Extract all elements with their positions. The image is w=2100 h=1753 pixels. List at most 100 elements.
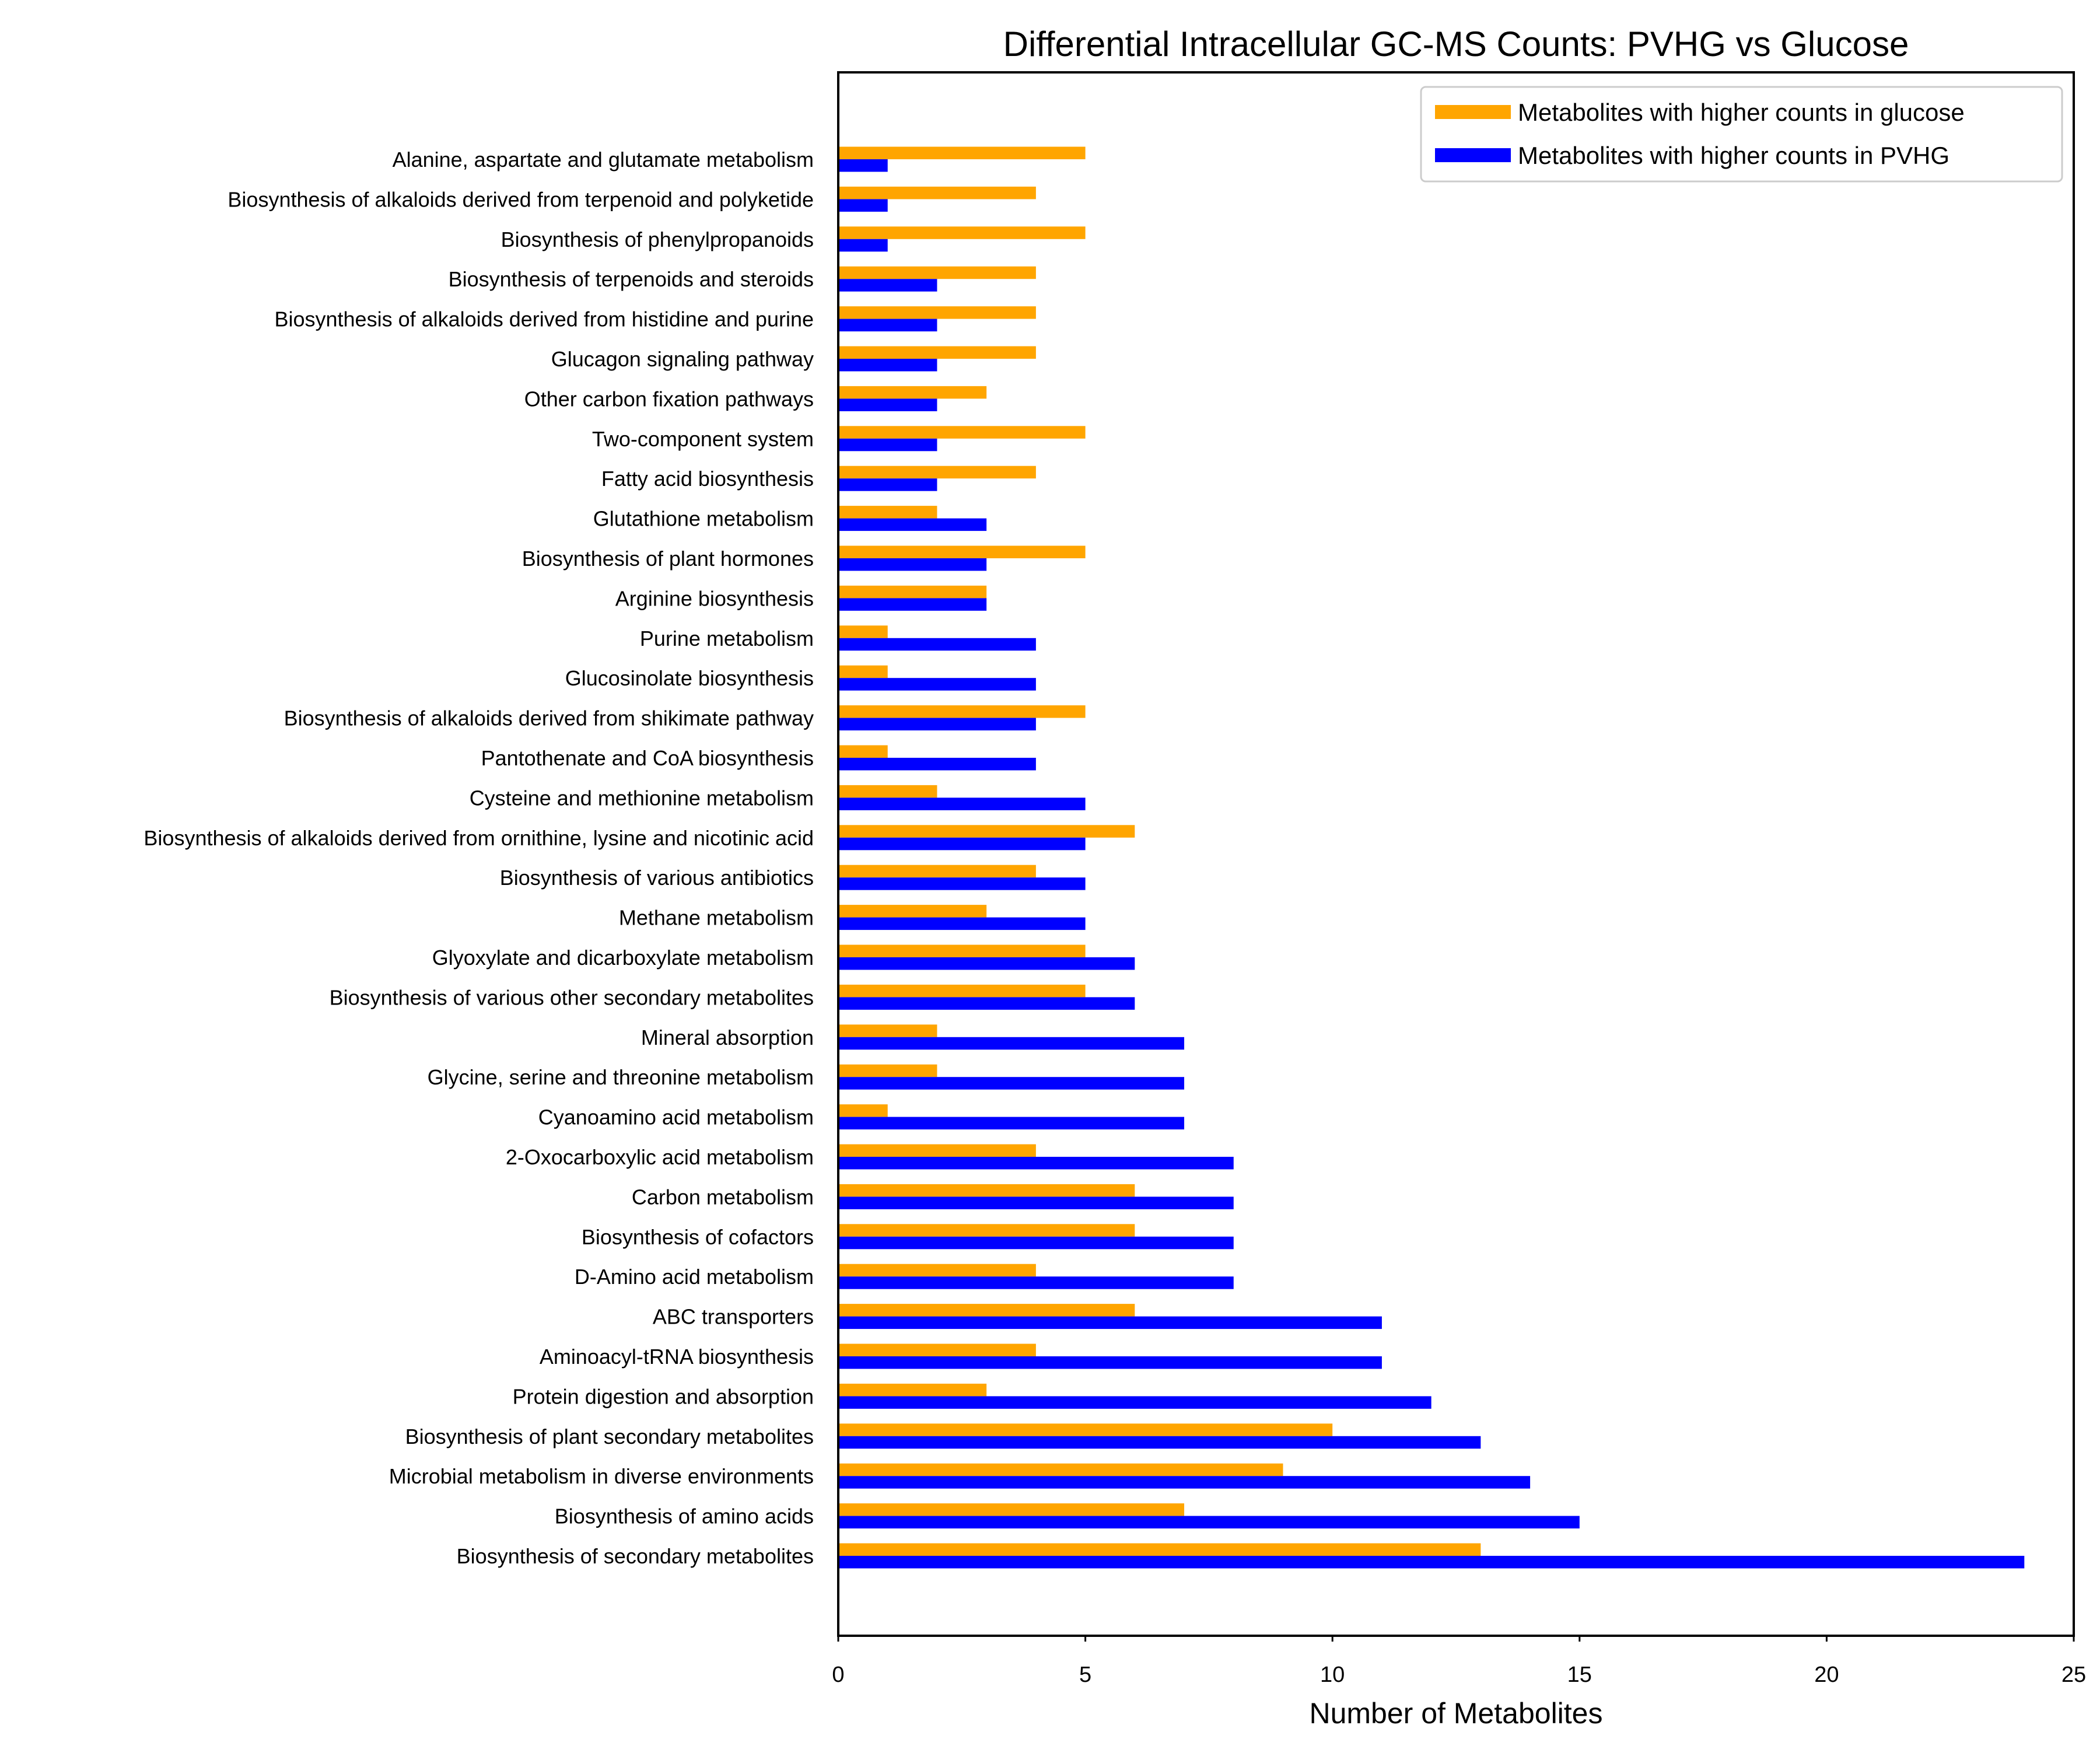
bar-pvhg bbox=[838, 438, 937, 452]
bar-glucose bbox=[838, 545, 1086, 558]
bar-glucose bbox=[838, 226, 1086, 239]
x-tick-label: 0 bbox=[832, 1663, 844, 1687]
y-tick-label: Purine metabolism bbox=[640, 627, 814, 650]
bar-pvhg bbox=[838, 1276, 1234, 1289]
y-tick-label: Biosynthesis of cofactors bbox=[582, 1225, 814, 1249]
y-tick-label: Glycine, serine and threonine metabolism bbox=[428, 1065, 814, 1089]
x-tick-label: 15 bbox=[1567, 1663, 1592, 1687]
y-tick-label: Biosynthesis of terpenoids and steroids bbox=[449, 267, 814, 291]
bar-pvhg bbox=[838, 478, 937, 491]
bar-pvhg bbox=[838, 1516, 1580, 1529]
bar-pvhg bbox=[838, 1356, 1382, 1369]
x-tick-label: 20 bbox=[1814, 1663, 1839, 1687]
y-tick-label: D-Amino acid metabolism bbox=[575, 1265, 814, 1289]
bar-pvhg bbox=[838, 917, 1086, 930]
x-tick-label: 10 bbox=[1320, 1663, 1345, 1687]
bar-pvhg bbox=[838, 758, 1036, 771]
y-tick-label: Protein digestion and absorption bbox=[513, 1384, 814, 1408]
bar-glucose bbox=[838, 1224, 1135, 1237]
bar-glucose bbox=[838, 625, 888, 638]
bar-glucose bbox=[838, 1343, 1036, 1356]
y-tick-label: Methane metabolism bbox=[619, 906, 814, 930]
bar-glucose bbox=[838, 506, 937, 519]
legend-box bbox=[1420, 86, 2063, 183]
bar-pvhg bbox=[838, 957, 1135, 970]
bar-glucose bbox=[838, 1423, 1333, 1436]
bar-glucose bbox=[838, 1144, 1036, 1157]
y-tick-label: ABC transporters bbox=[653, 1305, 814, 1329]
bar-glucose bbox=[838, 386, 987, 399]
bar-pvhg bbox=[838, 1396, 1432, 1409]
bar-glucose bbox=[838, 1304, 1135, 1317]
bar-glucose bbox=[838, 585, 987, 599]
bar-pvhg bbox=[838, 797, 1086, 810]
y-tick-label: Glucosinolate biosynthesis bbox=[565, 666, 814, 690]
plot-frame bbox=[837, 71, 2075, 1637]
bar-glucose bbox=[838, 1184, 1135, 1197]
bar-pvhg bbox=[838, 1037, 1185, 1050]
y-tick-label: Pantothenate and CoA biosynthesis bbox=[481, 746, 814, 770]
y-tick-label: Other carbon fixation pathways bbox=[524, 387, 814, 411]
bar-glucose bbox=[838, 865, 1036, 878]
bar-pvhg bbox=[838, 877, 1086, 890]
bar-pvhg bbox=[838, 718, 1036, 731]
bar-glucose bbox=[838, 984, 1086, 998]
bar-glucose bbox=[838, 466, 1036, 479]
x-tick-label: 25 bbox=[2062, 1663, 2086, 1687]
bar-pvhg bbox=[838, 1556, 2025, 1569]
bar-pvhg bbox=[838, 837, 1086, 851]
bar-pvhg bbox=[838, 1236, 1234, 1250]
y-tick-label: Glutathione metabolism bbox=[593, 507, 814, 531]
y-tick-label: Alanine, aspartate and glutamate metabol… bbox=[393, 148, 814, 172]
y-tick-label: Biosynthesis of alkaloids derived from o… bbox=[144, 826, 814, 850]
x-axis: 0 5 10 15 20 25 bbox=[832, 1636, 2086, 1687]
bar-pvhg bbox=[838, 1436, 1481, 1449]
bar-glucose bbox=[838, 146, 1086, 159]
y-tick-label: Biosynthesis of alkaloids derived from s… bbox=[284, 706, 814, 730]
legend: Metabolites with higher counts in glucos… bbox=[1420, 86, 2063, 183]
bar-glucose bbox=[838, 346, 1036, 359]
y-tick-label: Microbial metabolism in diverse environm… bbox=[389, 1464, 814, 1488]
bar-pvhg bbox=[838, 239, 888, 252]
bar-glucose bbox=[838, 1383, 987, 1397]
bar-pvhg bbox=[838, 359, 937, 372]
bar-pvhg bbox=[838, 678, 1036, 691]
chart-title: Differential Intracellular GC-MS Counts:… bbox=[1003, 25, 1909, 64]
y-tick-label: Glucagon signaling pathway bbox=[551, 347, 814, 371]
y-tick-label: Carbon metabolism bbox=[632, 1185, 814, 1209]
bar-pvhg bbox=[838, 1117, 1185, 1130]
y-tick-labels: Alanine, aspartate and glutamate metabol… bbox=[144, 148, 814, 1568]
bar-pvhg bbox=[838, 518, 987, 531]
y-tick-label: Cysteine and methionine metabolism bbox=[470, 786, 814, 810]
bar-glucose bbox=[838, 1064, 937, 1077]
bar-glucose bbox=[838, 745, 888, 758]
y-tick-label: 2-Oxocarboxylic acid metabolism bbox=[506, 1145, 814, 1169]
y-tick-label: Cyanoamino acid metabolism bbox=[538, 1105, 814, 1129]
bar-pvhg bbox=[838, 1077, 1185, 1090]
bar-glucose bbox=[838, 665, 888, 678]
bar-glucose bbox=[838, 306, 1036, 319]
bar-pvhg bbox=[838, 1316, 1382, 1329]
bar-glucose bbox=[838, 1024, 937, 1037]
bar-pvhg bbox=[838, 638, 1036, 651]
y-tick-label: Fatty acid biosynthesis bbox=[601, 467, 814, 491]
y-tick-label: Biosynthesis of various antibiotics bbox=[500, 866, 814, 890]
y-tick-label: Biosynthesis of secondary metabolites bbox=[457, 1544, 814, 1568]
bar-glucose bbox=[838, 944, 1086, 957]
x-tick-label: 5 bbox=[1079, 1663, 1091, 1687]
bar-glucose bbox=[838, 825, 1135, 838]
legend-swatch-pvhg bbox=[1435, 148, 1511, 162]
y-tick-label: Biosynthesis of plant secondary metaboli… bbox=[405, 1425, 814, 1448]
bar-pvhg bbox=[838, 1157, 1234, 1170]
legend-label-pvhg: Metabolites with higher counts in PVHG bbox=[1518, 142, 1950, 169]
y-tick-label: Biosynthesis of plant hormones bbox=[522, 547, 814, 571]
bar-glucose bbox=[838, 705, 1086, 718]
bar-glucose bbox=[838, 1104, 888, 1117]
y-tick-label: Aminoacyl-tRNA biosynthesis bbox=[540, 1345, 814, 1369]
bar-pvhg bbox=[838, 279, 937, 292]
bar-glucose bbox=[838, 1264, 1036, 1277]
y-tick-label: Arginine biosynthesis bbox=[615, 586, 814, 610]
bar-glucose bbox=[838, 426, 1086, 439]
